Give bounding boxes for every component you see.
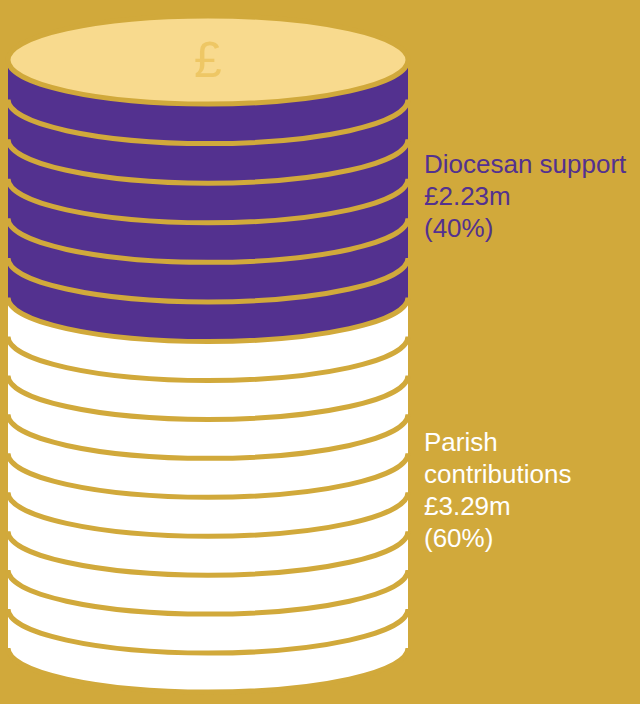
stack: £ xyxy=(8,16,408,692)
series-name: Parish xyxy=(424,427,498,457)
segment-label: Diocesan support£2.23m(40%) xyxy=(424,149,627,243)
percent-label: (60%) xyxy=(424,523,493,553)
value-label: £3.29m xyxy=(424,491,511,521)
chart: £ Parishcontributions£3.29m(60%) Diocesan … xyxy=(0,0,640,704)
currency-icon: £ xyxy=(194,32,222,88)
percent-label: (40%) xyxy=(424,213,493,243)
labels: Parishcontributions£3.29m(60%) Diocesan s… xyxy=(424,149,627,553)
series-name: contributions xyxy=(424,459,571,489)
page: {"chart_data": {"type": "bar", "stacked"… xyxy=(0,0,640,704)
segment xyxy=(8,298,408,692)
series-name: Diocesan support xyxy=(424,149,627,179)
coin-face xyxy=(8,16,408,104)
value-label: £2.23m xyxy=(424,181,511,211)
segment-label: Parishcontributions£3.29m(60%) xyxy=(424,427,571,553)
